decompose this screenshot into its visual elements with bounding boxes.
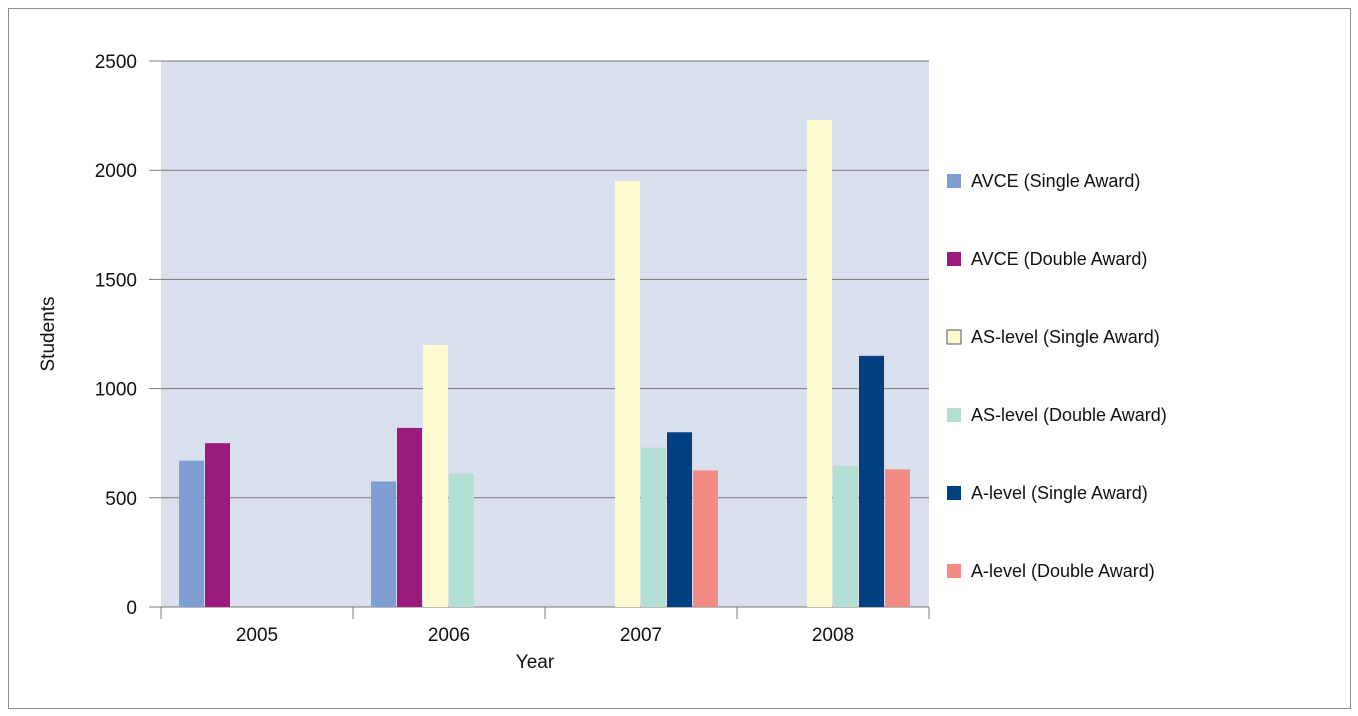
legend-label: AVCE (Double Award) [971, 249, 1147, 269]
legend-swatch [946, 329, 962, 345]
bar [641, 447, 666, 607]
legend-swatch [947, 564, 961, 578]
y-tick-label: 2000 [95, 161, 137, 182]
y-tick-label: 1500 [95, 270, 137, 291]
bar [859, 355, 884, 607]
y-tick-label: 500 [105, 489, 137, 510]
chart-frame: 0 500 1000 1500 2000 2500 2005 2006 2007 2008 Ye… [8, 8, 1351, 709]
bar [371, 481, 396, 607]
legend-swatch [947, 486, 961, 500]
bar [667, 432, 692, 607]
bar [807, 119, 832, 607]
bar-chart: 0 500 1000 1500 2000 2500 2005 2006 2007 2008 Ye… [38, 52, 1167, 673]
bar [615, 181, 640, 607]
x-tick-label: 2006 [428, 625, 470, 646]
bar [833, 466, 858, 607]
legend-label: A-level (Double Award) [971, 561, 1155, 581]
y-axis-ticks: 0 500 1000 1500 2000 2500 [95, 52, 137, 619]
legend-label: AS-level (Single Award) [971, 327, 1160, 347]
legend-label: A-level (Single Award) [971, 483, 1148, 503]
bar [693, 470, 718, 607]
legend-swatch [947, 408, 961, 422]
bar [179, 460, 204, 607]
bar [423, 344, 448, 607]
x-tick-label: 2008 [812, 625, 854, 646]
x-axis: 2005 2006 2007 2008 [160, 607, 930, 646]
legend: AVCE (Single Award) AVCE (Double Award) AS… [946, 171, 1167, 581]
bars [179, 119, 910, 607]
legend-label: AS-level (Double Award) [971, 405, 1167, 425]
legend-swatch [947, 252, 961, 266]
y-tick-label: 2500 [95, 52, 137, 73]
legend-swatch [947, 174, 961, 188]
bar [397, 427, 422, 607]
y-tick-label: 0 [126, 598, 137, 619]
gridlines [149, 60, 929, 608]
y-tick-label: 1000 [95, 380, 137, 401]
y-axis-title: Students [38, 297, 59, 372]
bar [885, 469, 910, 607]
x-tick-label: 2005 [236, 625, 278, 646]
x-axis-title: Year [516, 652, 555, 673]
x-tick-label: 2007 [620, 625, 662, 646]
legend-label: AVCE (Single Award) [971, 171, 1140, 191]
bar [449, 473, 474, 607]
bar [205, 443, 230, 607]
plot-area [161, 61, 929, 607]
